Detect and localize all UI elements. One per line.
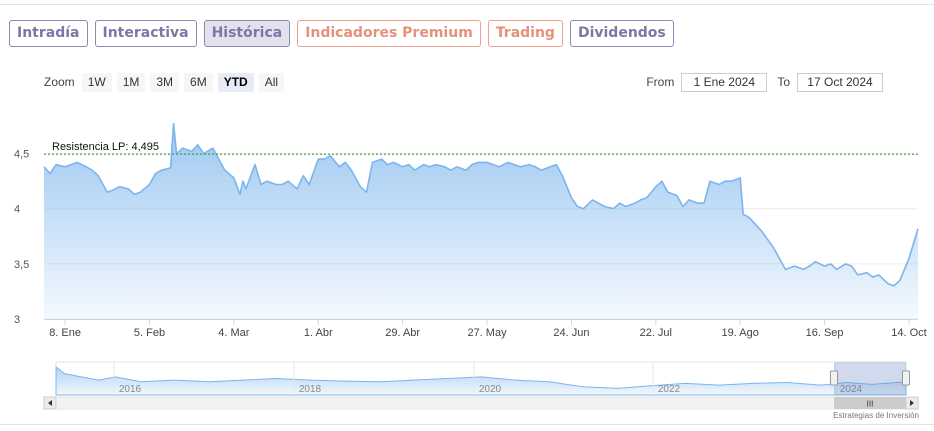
- tab-historica[interactable]: Histórica: [203, 20, 291, 47]
- x-tick-label: 24. Jun: [553, 327, 589, 339]
- navigator-year-label: 2020: [479, 384, 502, 395]
- x-tick-label: 5. Feb: [134, 327, 165, 339]
- tab-intradia[interactable]: Intradía: [9, 20, 88, 47]
- tab-indicadores-premium[interactable]: Indicadores Premium: [297, 20, 481, 47]
- tab-interactiva[interactable]: Interactiva: [94, 20, 197, 47]
- x-tick-label: 16. Sep: [806, 327, 844, 339]
- date-range: From To: [646, 72, 883, 92]
- zoom-button-ytd[interactable]: YTD: [217, 72, 254, 92]
- tab-dividendos[interactable]: Dividendos: [569, 20, 674, 47]
- x-tick-label: 29. Abr: [385, 327, 420, 339]
- navigator-selection[interactable]: [834, 362, 906, 395]
- zoom-button-1w[interactable]: 1W: [81, 72, 112, 92]
- scroll-right-arrow-icon: [910, 400, 914, 406]
- scrollbar-track[interactable]: [43, 396, 919, 410]
- zoom-button-1m[interactable]: 1M: [116, 72, 146, 92]
- navigator-left-handle[interactable]: [830, 370, 838, 386]
- zoom-button-6m[interactable]: 6M: [184, 72, 213, 92]
- scroll-left-arrow-icon: [48, 400, 52, 406]
- navigator-year-label: 2024: [840, 384, 863, 395]
- chart-view-tabs: Intradía Interactiva Histórica Indicadores …: [9, 20, 674, 47]
- zoom-button-all[interactable]: All: [258, 72, 285, 92]
- y-tick-label: 4: [14, 204, 20, 216]
- resistance-label: Resistencia LP: 4,495: [52, 141, 159, 153]
- y-tick-label: 3: [14, 314, 20, 326]
- x-tick-label: 22. Jul: [640, 327, 672, 339]
- navigator-series: [55, 365, 907, 396]
- navigator-year-label: 2022: [658, 384, 681, 395]
- y-tick-label: 3,5: [14, 259, 29, 271]
- from-label: From: [646, 75, 675, 89]
- navigator-year-label: 2018: [299, 384, 322, 395]
- series-line: [43, 123, 919, 287]
- scrollbar-grip-icon: III: [867, 400, 874, 409]
- zoom-selector: Zoom 1W 1M 3M 6M YTD All: [44, 72, 289, 92]
- tab-trading[interactable]: Trading: [487, 20, 563, 47]
- navigator-right-handle[interactable]: [902, 370, 910, 386]
- x-tick-label: 4. Mar: [218, 327, 250, 339]
- x-tick-label: 27. May: [467, 327, 507, 339]
- navigator-year-label: 2016: [119, 384, 142, 395]
- x-tick-label: 19. Ago: [722, 327, 759, 339]
- series-area: [44, 123, 918, 319]
- x-tick-label: 8. Ene: [49, 327, 81, 339]
- zoom-button-3m[interactable]: 3M: [150, 72, 180, 92]
- to-label: To: [777, 75, 790, 89]
- zoom-label: Zoom: [44, 75, 75, 89]
- x-tick-label: 14. Oct: [891, 327, 926, 339]
- scrollbar-thumb[interactable]: [834, 397, 906, 409]
- top-divider: [0, 4, 934, 5]
- to-date-input[interactable]: [797, 72, 883, 92]
- x-tick-label: 1. Abr: [304, 327, 333, 339]
- bottom-divider: [0, 424, 934, 425]
- y-tick-label: 4,5: [14, 149, 29, 161]
- from-date-input[interactable]: [681, 72, 768, 92]
- chart-credit: Estrategias de Inversión: [833, 411, 919, 420]
